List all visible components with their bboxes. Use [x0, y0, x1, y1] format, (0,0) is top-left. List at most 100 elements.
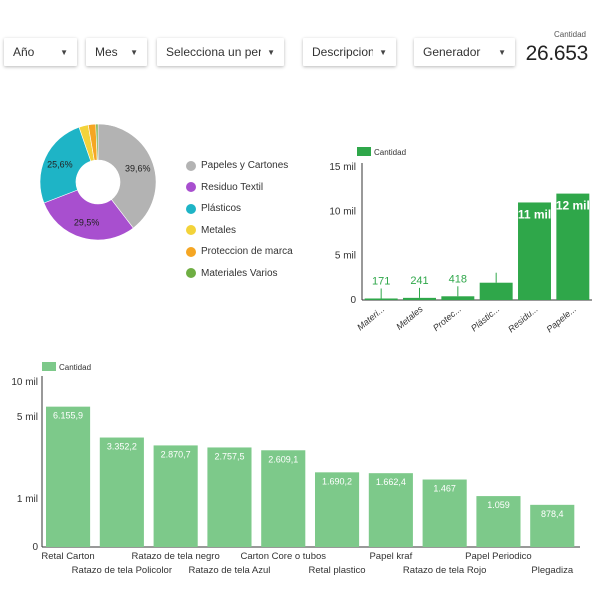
x-tick-label: Ratazo de tela Rojo [403, 565, 486, 576]
donut-slice-papeles-y-cartones [97, 123, 157, 229]
dropdown-arrow-icon: ▼ [130, 47, 138, 57]
x-tick-label: Plegadiza [531, 565, 573, 576]
year-filter-dropdown[interactable]: Año ▼ [4, 38, 77, 66]
bar-plegadiza [530, 504, 575, 547]
bar-retal-plastico [315, 472, 360, 547]
bar-materi [364, 298, 398, 300]
bar-value-label: 12 mil [556, 199, 590, 213]
y-tick-label: 0 [350, 295, 356, 306]
bar-value-label: 2.870,7 [161, 449, 191, 459]
legend-color-dot-icon [186, 268, 196, 279]
bar-value-label: 6.155,9 [53, 411, 83, 421]
legend-label: Cantidad [374, 148, 406, 157]
y-tick-label: 10 mil [329, 206, 356, 217]
month-filter-dropdown[interactable]: Mes ▼ [86, 38, 147, 66]
legend-item-materiales-varios[interactable]: Materiales Varios [186, 263, 293, 285]
legend-item-label: Proteccion de marca [201, 246, 293, 258]
bar-value-label: 1.059 [487, 500, 510, 510]
legend-item-metales[interactable]: Metales [186, 220, 293, 242]
donut-slice-label: 29,5% [74, 217, 100, 227]
period-filter-label: Selecciona un periodo [166, 45, 262, 59]
description-bar-chart: Cantidad 0 1 mil 5 mil 10 mil 6.155,9 Retal Ca… [11, 362, 580, 576]
donut-slice-pl-sticos [39, 126, 92, 204]
generator-filter-dropdown[interactable]: Generador ▼ [414, 38, 515, 66]
x-tick-label: Papele... [544, 304, 578, 334]
x-tick-label: Metales [394, 304, 425, 332]
dropdown-arrow-icon: ▼ [267, 47, 275, 57]
donut-chart-svg: 39,6% 29,5% 25,6% [39, 123, 157, 241]
x-tick-label: Materi... [355, 304, 386, 333]
legend-color-dot-icon [186, 160, 196, 171]
category-bar-chart: Cantidad 0 5 mil 10 mil 15 mil 171 Materi... 24… [329, 147, 592, 334]
legend-color-dot-icon [186, 225, 196, 236]
legend-color-dot-icon [186, 203, 196, 214]
bar-value-label: 2.757,5 [214, 451, 244, 461]
legend-item-label: Metales [201, 224, 237, 236]
bar-ratazo-de-tela-negro [153, 445, 198, 547]
legend-item-papeles-y-cartones[interactable]: Papeles y Cartones [186, 155, 293, 177]
bar-metales [403, 297, 436, 300]
y-tick-label: 5 mil [335, 251, 356, 262]
legend-item-label: Residuo Textil [201, 181, 264, 193]
legend-item-label: Papeles y Cartones [201, 160, 289, 172]
bar-ratazo-de-tela-policolor [99, 437, 144, 547]
x-tick-label: Retal plastico [309, 565, 366, 576]
legend-color-dot-icon [186, 246, 196, 257]
dropdown-arrow-icon: ▼ [60, 47, 68, 57]
generator-filter-label: Generador [423, 45, 481, 59]
x-tick-label: Papel kraf [369, 551, 412, 562]
year-filter-label: Año [13, 45, 35, 59]
x-tick-label: Carton Core o tubos [240, 551, 326, 562]
donut-slice-label: 25,6% [47, 159, 73, 169]
month-filter-label: Mes [95, 45, 118, 59]
legend-label: Cantidad [59, 363, 91, 372]
bar-value-label: 878,4 [541, 509, 564, 519]
donut-chart: 39,6% 29,5% 25,6% [38, 122, 164, 317]
bar-value-label: 1.690,2 [322, 476, 352, 486]
x-tick-label: Ratazo de tela Policolor [72, 565, 172, 576]
y-tick-label: 10 mil [11, 377, 38, 388]
legend-item-residuo-textil[interactable]: Residuo Textil [186, 177, 293, 199]
bar-papel-kraf [368, 473, 413, 547]
period-filter-dropdown[interactable]: Selecciona un periodo ▼ [157, 38, 284, 66]
bar-ratazo-de-tela-azul [207, 447, 252, 547]
y-tick-label: 15 mil [329, 162, 356, 173]
description-filter-dropdown[interactable]: Descripcion ▼ [303, 38, 396, 66]
bar-papel-periodico [476, 496, 521, 547]
bar-value-label: 241 [410, 275, 428, 287]
bar-value-label: 1.662,4 [376, 477, 406, 487]
donut-slice-residuo-textil [43, 189, 134, 241]
donut-slice-label: 39,6% [125, 164, 151, 174]
dropdown-arrow-icon: ▼ [498, 47, 506, 57]
legend-item-proteccion-de-marca[interactable]: Proteccion de marca [186, 241, 293, 263]
donut-legend: Papeles y Cartones Residuo Textil Plástico… [186, 155, 293, 284]
bar-value-label: 2.609,1 [268, 454, 298, 464]
bar-value-label: 1.467 [433, 484, 456, 494]
bar-protec [441, 296, 475, 300]
legend-item-pl-sticos[interactable]: Plásticos [186, 198, 293, 220]
x-tick-label: Residu... [506, 304, 540, 334]
x-tick-label: Ratazo de tela Azul [189, 565, 271, 576]
bar-value-label: 3.352,2 [107, 442, 137, 452]
bar-ratazo-de-tela-rojo [422, 479, 467, 547]
kpi-value: 26.653 [525, 42, 589, 65]
kpi-label: Cantidad [553, 30, 586, 39]
x-tick-label: Papel Periodico [465, 551, 532, 562]
bar-carton-core-o-tubos [261, 450, 306, 547]
bar-value-label: 2 mil [485, 260, 508, 272]
description-filter-label: Descripcion [312, 45, 374, 59]
bar-pl-stic [479, 282, 513, 300]
x-tick-label: Ratazo de tela negro [132, 551, 220, 562]
legend-item-label: Plásticos [201, 203, 242, 215]
legend-color-dot-icon [186, 182, 196, 193]
legend-item-label: Materiales Varios [201, 267, 278, 279]
dropdown-arrow-icon: ▼ [379, 47, 387, 57]
legend-swatch [42, 362, 56, 371]
bar-retal-carton [46, 406, 91, 547]
y-tick-label: 0 [32, 542, 38, 553]
donut-slice-materiales-varios [95, 123, 99, 161]
x-tick-label: Retal Carton [41, 551, 94, 562]
bar-value-label: 11 mil [518, 207, 551, 221]
bar-value-label: 418 [449, 273, 467, 285]
x-tick-label: Plástic... [469, 304, 501, 334]
